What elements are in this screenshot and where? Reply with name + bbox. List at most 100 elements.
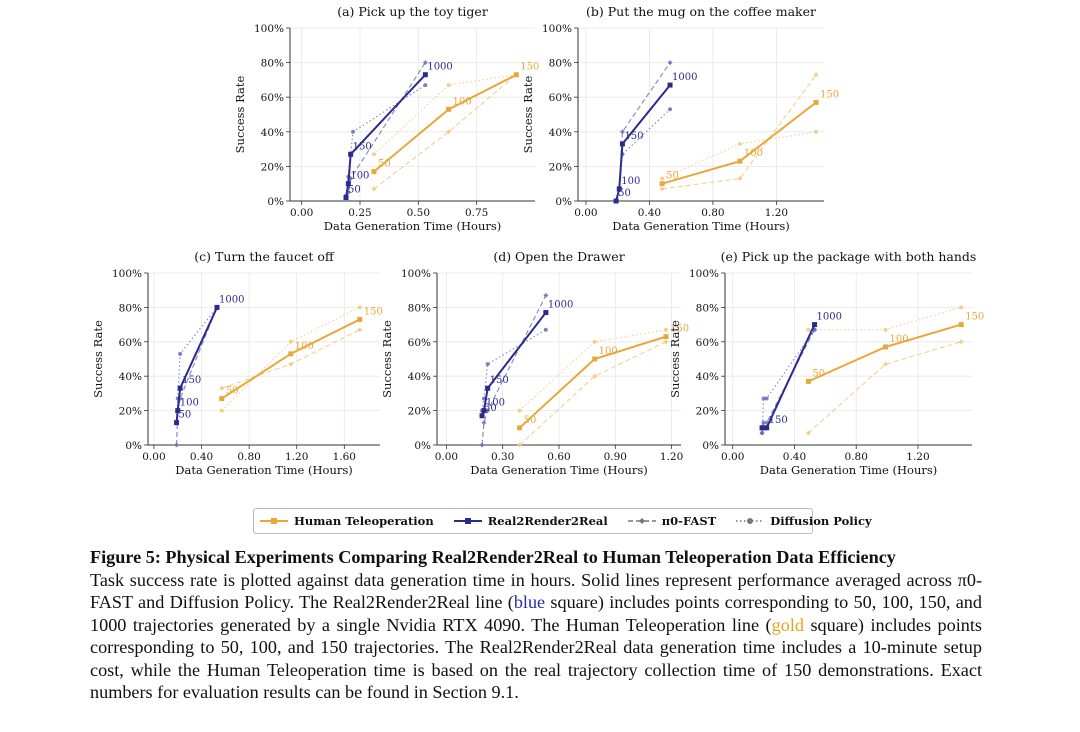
panel-c: 0% 20% 40% 60% 80% 100% 0.00 0.40 0.80 1.20 1.60 (c… bbox=[91, 249, 383, 477]
x-tick-label: 0.30 bbox=[491, 451, 514, 463]
x-tick-label: 0.40 bbox=[783, 451, 806, 463]
point-r2r bbox=[485, 385, 491, 391]
x-tick-label: 1.20 bbox=[660, 451, 683, 463]
x-tick-label: 0.40 bbox=[638, 207, 661, 219]
point-pi bbox=[759, 430, 765, 436]
series-line-r2r bbox=[175, 306, 218, 423]
series-line-r2r bbox=[615, 84, 671, 202]
point-r2r bbox=[479, 413, 485, 419]
data-label-human: 150 bbox=[820, 89, 839, 100]
y-tick-label: 0% bbox=[414, 440, 431, 452]
point-hpi bbox=[371, 186, 377, 192]
point-r2r bbox=[348, 151, 354, 157]
point-pi bbox=[619, 129, 625, 135]
y-tick-label: 0% bbox=[267, 196, 284, 208]
y-axis-label: Success Rate bbox=[380, 320, 394, 398]
series-line-human bbox=[221, 318, 361, 400]
point-human bbox=[883, 344, 889, 350]
x-tick-label: 1.60 bbox=[333, 451, 356, 463]
y-tick-label: 100% bbox=[254, 23, 284, 35]
data-label-human: 50 bbox=[812, 368, 825, 379]
x-tick-label: 0.00 bbox=[142, 451, 165, 463]
y-tick-label: 80% bbox=[696, 302, 719, 314]
legend-label-human: Human Teleoperation bbox=[294, 514, 434, 528]
series-line-hdp bbox=[661, 131, 817, 180]
data-label-r2r: 150 bbox=[353, 141, 372, 152]
legend-swatch-r2r bbox=[453, 518, 482, 524]
data-label-r2r: 50 bbox=[484, 403, 497, 414]
data-label-human: 50 bbox=[378, 159, 391, 170]
data-label-r2r: 50 bbox=[179, 410, 192, 421]
point-human bbox=[805, 378, 811, 384]
caption-blue-word: blue bbox=[513, 592, 546, 612]
x-tick-label: 0.25 bbox=[348, 207, 371, 219]
legend-item-r2r: Real2Render2Real bbox=[453, 514, 608, 528]
legend-label-dp: Diffusion Policy bbox=[770, 514, 872, 528]
point-human bbox=[357, 316, 363, 322]
point-hpi bbox=[517, 442, 523, 448]
panel-title: (d) Open the Drawer bbox=[493, 249, 624, 264]
series-line-r2r bbox=[345, 74, 427, 198]
point-pi bbox=[761, 420, 767, 426]
data-label-human: 150 bbox=[965, 312, 984, 323]
point-hdp bbox=[372, 152, 376, 157]
point-dp bbox=[543, 327, 548, 332]
x-axis-label: Data Generation Time (Hours) bbox=[612, 219, 790, 233]
data-label-human: 50 bbox=[666, 171, 679, 182]
series-line-hpi bbox=[373, 74, 517, 190]
point-human bbox=[446, 106, 452, 112]
panel-title: (c) Turn the faucet off bbox=[194, 249, 335, 264]
x-tick-label: 1.20 bbox=[765, 207, 788, 219]
y-tick-label: 100% bbox=[689, 268, 719, 280]
legend-item-pi: π0-FAST bbox=[627, 514, 716, 528]
data-label-r2r: 1000 bbox=[672, 72, 697, 83]
point-hpi bbox=[357, 327, 363, 333]
point-dp bbox=[178, 351, 183, 356]
point-dp bbox=[764, 396, 769, 401]
data-label-r2r: 50 bbox=[348, 185, 361, 196]
point-human bbox=[958, 322, 964, 328]
point-r2r bbox=[345, 181, 351, 187]
point-human bbox=[663, 334, 669, 340]
point-r2r bbox=[619, 141, 625, 147]
y-tick-label: 60% bbox=[261, 92, 284, 104]
y-tick-label: 60% bbox=[549, 92, 572, 104]
panel-title: (a) Pick up the toy tiger bbox=[337, 4, 488, 19]
x-tick-label: 0.80 bbox=[845, 451, 868, 463]
data-label-human: 100 bbox=[744, 148, 763, 159]
point-pi bbox=[174, 442, 180, 448]
point-human bbox=[288, 351, 294, 357]
data-label-human: 100 bbox=[890, 334, 909, 345]
point-hpi bbox=[805, 430, 811, 436]
point-r2r bbox=[613, 198, 619, 204]
y-axis-label: Success Rate bbox=[233, 75, 247, 153]
x-tick-label: 0.00 bbox=[435, 451, 458, 463]
caption-text-2: square) includes points corresponding to… bbox=[90, 592, 982, 635]
point-hpi bbox=[813, 72, 819, 78]
point-pi bbox=[485, 408, 491, 414]
y-tick-label: 100% bbox=[401, 268, 431, 280]
series-line-dp bbox=[615, 108, 671, 202]
x-tick-label: 0.90 bbox=[604, 451, 627, 463]
point-hdp bbox=[288, 339, 293, 344]
y-tick-label: 20% bbox=[119, 406, 142, 418]
figure-5-charts: 0% 20% 40% 60% 80% 100% 0.00 0.25 0.50 0.75 (a) Pi… bbox=[91, 4, 984, 477]
x-tick-label: 0.80 bbox=[701, 207, 724, 219]
x-tick-label: 1.20 bbox=[285, 451, 308, 463]
data-label-r2r: 1000 bbox=[427, 62, 452, 73]
panel-e: 0% 20% 40% 60% 80% 100% 0.00 0.40 0.80 1.20 (e) Pi… bbox=[668, 249, 984, 477]
point-hdp bbox=[219, 408, 224, 413]
point-dp bbox=[485, 362, 490, 367]
point-hpi bbox=[958, 339, 964, 345]
x-tick-label: 0.80 bbox=[237, 451, 260, 463]
data-label-r2r: 1000 bbox=[548, 300, 573, 311]
series-line-pi bbox=[481, 295, 547, 446]
point-hpi bbox=[288, 361, 294, 367]
point-r2r bbox=[543, 310, 549, 316]
point-human bbox=[592, 356, 598, 362]
x-tick-label: 0.00 bbox=[574, 207, 597, 219]
data-label-human: 150 bbox=[520, 62, 539, 73]
point-dp bbox=[668, 107, 673, 112]
point-human bbox=[737, 158, 743, 164]
data-label-r2r: 150 bbox=[490, 375, 509, 386]
